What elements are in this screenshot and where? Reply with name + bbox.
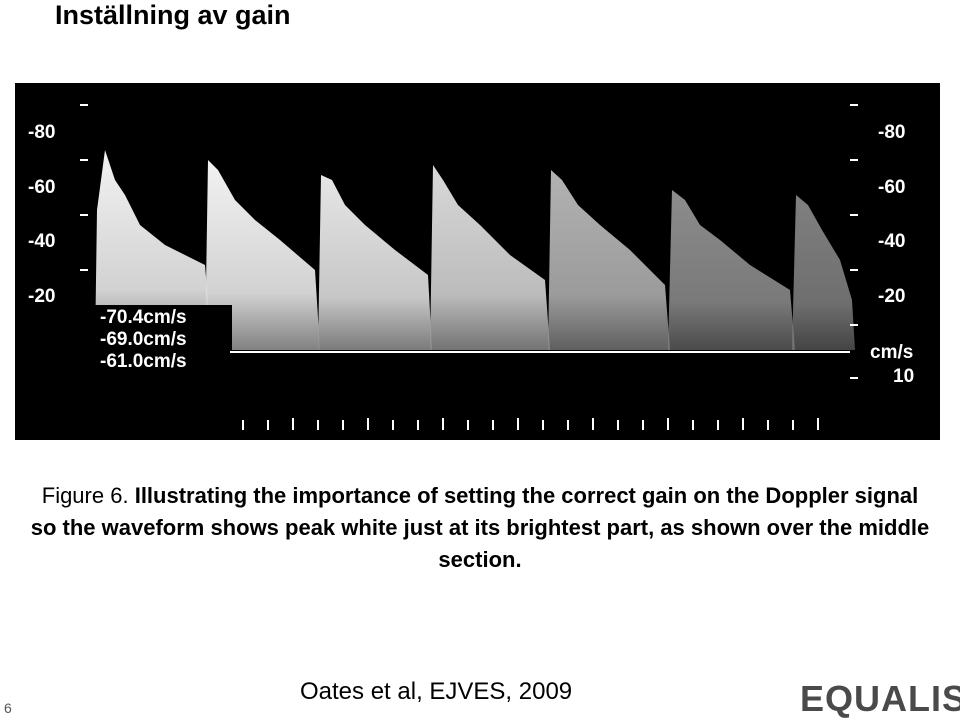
- scale-label: -60: [28, 177, 55, 198]
- citation: Oates et al, EJVES, 2009: [300, 678, 573, 705]
- caption-text: Illustrating the importance of setting t…: [30, 483, 930, 572]
- caption: Figure 6. Illustrating the importance of…: [30, 480, 930, 576]
- measure-box: [92, 305, 232, 375]
- measurement: -70.4cm/s: [100, 307, 187, 328]
- scale-label: -60: [878, 177, 905, 198]
- doppler-image: -80 -60 -40 -20 -80 -60 -40 -20 cm/s 10 …: [15, 83, 940, 440]
- scale-label: -40: [28, 231, 55, 252]
- scale-label: -20: [28, 286, 55, 307]
- measurement: -69.0cm/s: [100, 329, 187, 350]
- scale-label: -80: [28, 122, 55, 143]
- page-number: 6: [4, 700, 12, 716]
- waveform: [95, 150, 855, 350]
- slide-title: Inställning av gain: [55, 0, 291, 30]
- logo: EQUALIS: [800, 678, 960, 719]
- scale-ticks: [80, 104, 858, 430]
- caption-label: Figure 6.: [41, 483, 129, 508]
- scale-label: -20: [878, 286, 905, 307]
- scale-label: -40: [878, 231, 905, 252]
- unit-label: cm/s: [870, 342, 913, 363]
- measurement: -61.0cm/s: [100, 351, 187, 372]
- scale-label: -80: [878, 122, 905, 143]
- unit-value: 10: [893, 366, 914, 387]
